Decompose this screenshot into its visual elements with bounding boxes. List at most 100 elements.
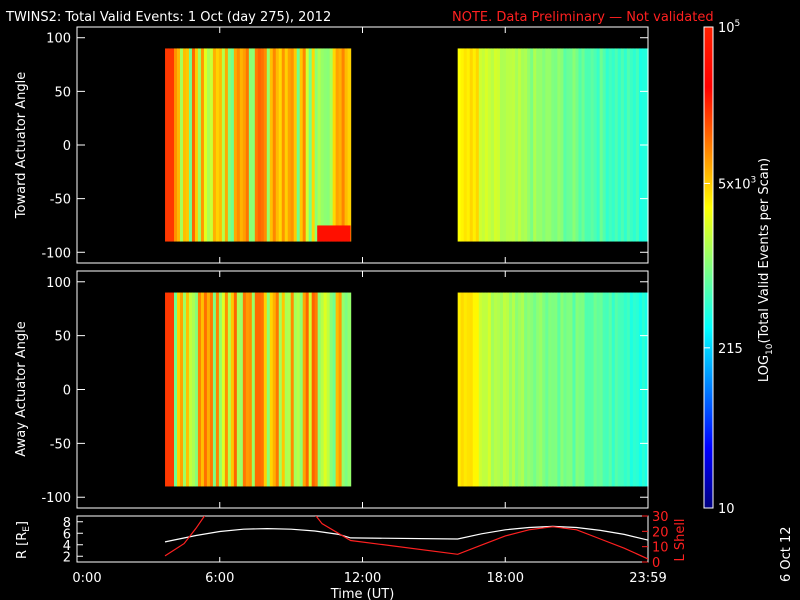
- heatmap-column: [311, 292, 316, 487]
- heatmap-column: [326, 48, 331, 242]
- heatmap-column: [472, 292, 477, 487]
- heatmap-column: [165, 48, 169, 242]
- l-tick-label: 0: [652, 556, 660, 571]
- heatmap-column: [481, 292, 486, 487]
- l-shell-axis-label: L Shell: [673, 518, 688, 561]
- heatmap-column: [620, 48, 625, 242]
- colorbar-tick-exponent: 5: [735, 19, 741, 29]
- heatmap-column: [296, 292, 301, 487]
- heatmap-column: [602, 48, 607, 242]
- heatmap-column: [260, 292, 265, 487]
- heatmap-column: [599, 292, 604, 487]
- heatmap-column: [317, 292, 322, 487]
- heatmap-column: [245, 292, 250, 487]
- x-tick-label: 23:59: [629, 571, 666, 586]
- heatmap-column: [254, 292, 259, 487]
- heatmap-column: [242, 48, 247, 242]
- heatmap-column: [266, 48, 271, 242]
- heatmap-column: [293, 48, 298, 242]
- heatmap-column: [632, 48, 637, 242]
- heatmap-column: [224, 48, 229, 242]
- y-axis-label: Toward Actuator Angle: [14, 72, 29, 219]
- r-tick-label: 2: [63, 550, 71, 565]
- heatmap-column: [608, 48, 613, 242]
- x-tick-label: 6:00: [205, 571, 234, 586]
- heatmap-column: [188, 48, 193, 242]
- heatmap-column: [284, 48, 289, 242]
- heatmap-column: [490, 48, 495, 242]
- heatmap-column: [581, 48, 586, 242]
- y-tick-label: -100: [41, 491, 71, 506]
- heatmap-column: [533, 292, 537, 487]
- heatmap-column: [496, 292, 501, 487]
- heatmap-column: [590, 292, 595, 487]
- heatmap-column: [227, 48, 232, 242]
- heatmap-column: [230, 48, 235, 242]
- heatmap-column: [493, 48, 498, 242]
- heatmap-column: [623, 48, 628, 242]
- heatmap-column: [332, 292, 337, 487]
- heatmap-column: [275, 48, 280, 242]
- heatmap-column: [338, 292, 343, 487]
- heatmap-column: [635, 292, 640, 487]
- heatmap-column: [206, 48, 211, 242]
- heatmap-column: [572, 48, 577, 242]
- heatmap-column: [168, 292, 172, 487]
- heatmap-column: [344, 292, 349, 487]
- heatmap-column: [605, 48, 610, 242]
- heatmap-column: [197, 48, 202, 242]
- y-tick-label: 0: [63, 139, 71, 154]
- y-axis-label: Away Actuator Angle: [14, 321, 29, 456]
- heatmap-column: [293, 292, 298, 487]
- heatmap-column: [469, 48, 474, 242]
- y-tick-label: -50: [50, 437, 71, 452]
- heatmap-column: [200, 292, 205, 487]
- heatmap-column: [215, 292, 220, 487]
- heatmap-column: [254, 48, 259, 242]
- heatmap-column: [174, 48, 178, 242]
- x-tick-label: 12:00: [344, 571, 381, 586]
- heatmap-column: [171, 48, 175, 242]
- heatmap-column: [524, 292, 528, 487]
- heatmap-column: [512, 48, 516, 242]
- heatmap-column: [605, 292, 610, 487]
- heatmap-column: [296, 48, 301, 242]
- heatmap-column: [218, 292, 223, 487]
- heatmap-column: [533, 48, 537, 242]
- heatmap-column: [596, 292, 601, 487]
- heatmap-column: [263, 48, 268, 242]
- heatmap-column: [278, 48, 283, 242]
- heatmap-column: [506, 48, 510, 242]
- heatmap-column: [305, 48, 310, 242]
- heatmap-column: [629, 292, 634, 487]
- heatmap-column: [478, 292, 483, 487]
- heatmap-column: [200, 48, 205, 242]
- heatmap-column: [302, 48, 307, 242]
- heatmap-column: [554, 292, 558, 487]
- heatmap-column: [481, 48, 486, 242]
- heatmap-column: [475, 48, 480, 242]
- heatmap-column: [245, 48, 250, 242]
- colorbar-tick-label: 5x103: [718, 175, 756, 192]
- heatmap-column: [227, 292, 232, 487]
- heatmap-column: [206, 292, 211, 487]
- heatmap-column: [484, 292, 489, 487]
- heatmap-column: [515, 292, 519, 487]
- heatmap-column: [266, 292, 271, 487]
- heatmap-column: [260, 48, 265, 242]
- y-tick-label: 50: [54, 330, 71, 345]
- heatmap-column: [290, 292, 295, 487]
- heatmap-column: [236, 48, 241, 242]
- heatmap-column: [299, 292, 304, 487]
- heatmap-column: [203, 292, 208, 487]
- heatmap-column: [575, 292, 580, 487]
- l-shell-series-line: [164, 516, 648, 560]
- heatmap-column: [554, 48, 558, 242]
- heatmap-column: [188, 292, 193, 487]
- heatmap-column: [177, 48, 181, 242]
- toward-panel: 100 50 0 -50 -100 Toward Actuator Angle: [14, 26, 649, 264]
- heatmap-column: [335, 292, 340, 487]
- heatmap-column: [524, 48, 528, 242]
- heatmap-column: [566, 48, 571, 242]
